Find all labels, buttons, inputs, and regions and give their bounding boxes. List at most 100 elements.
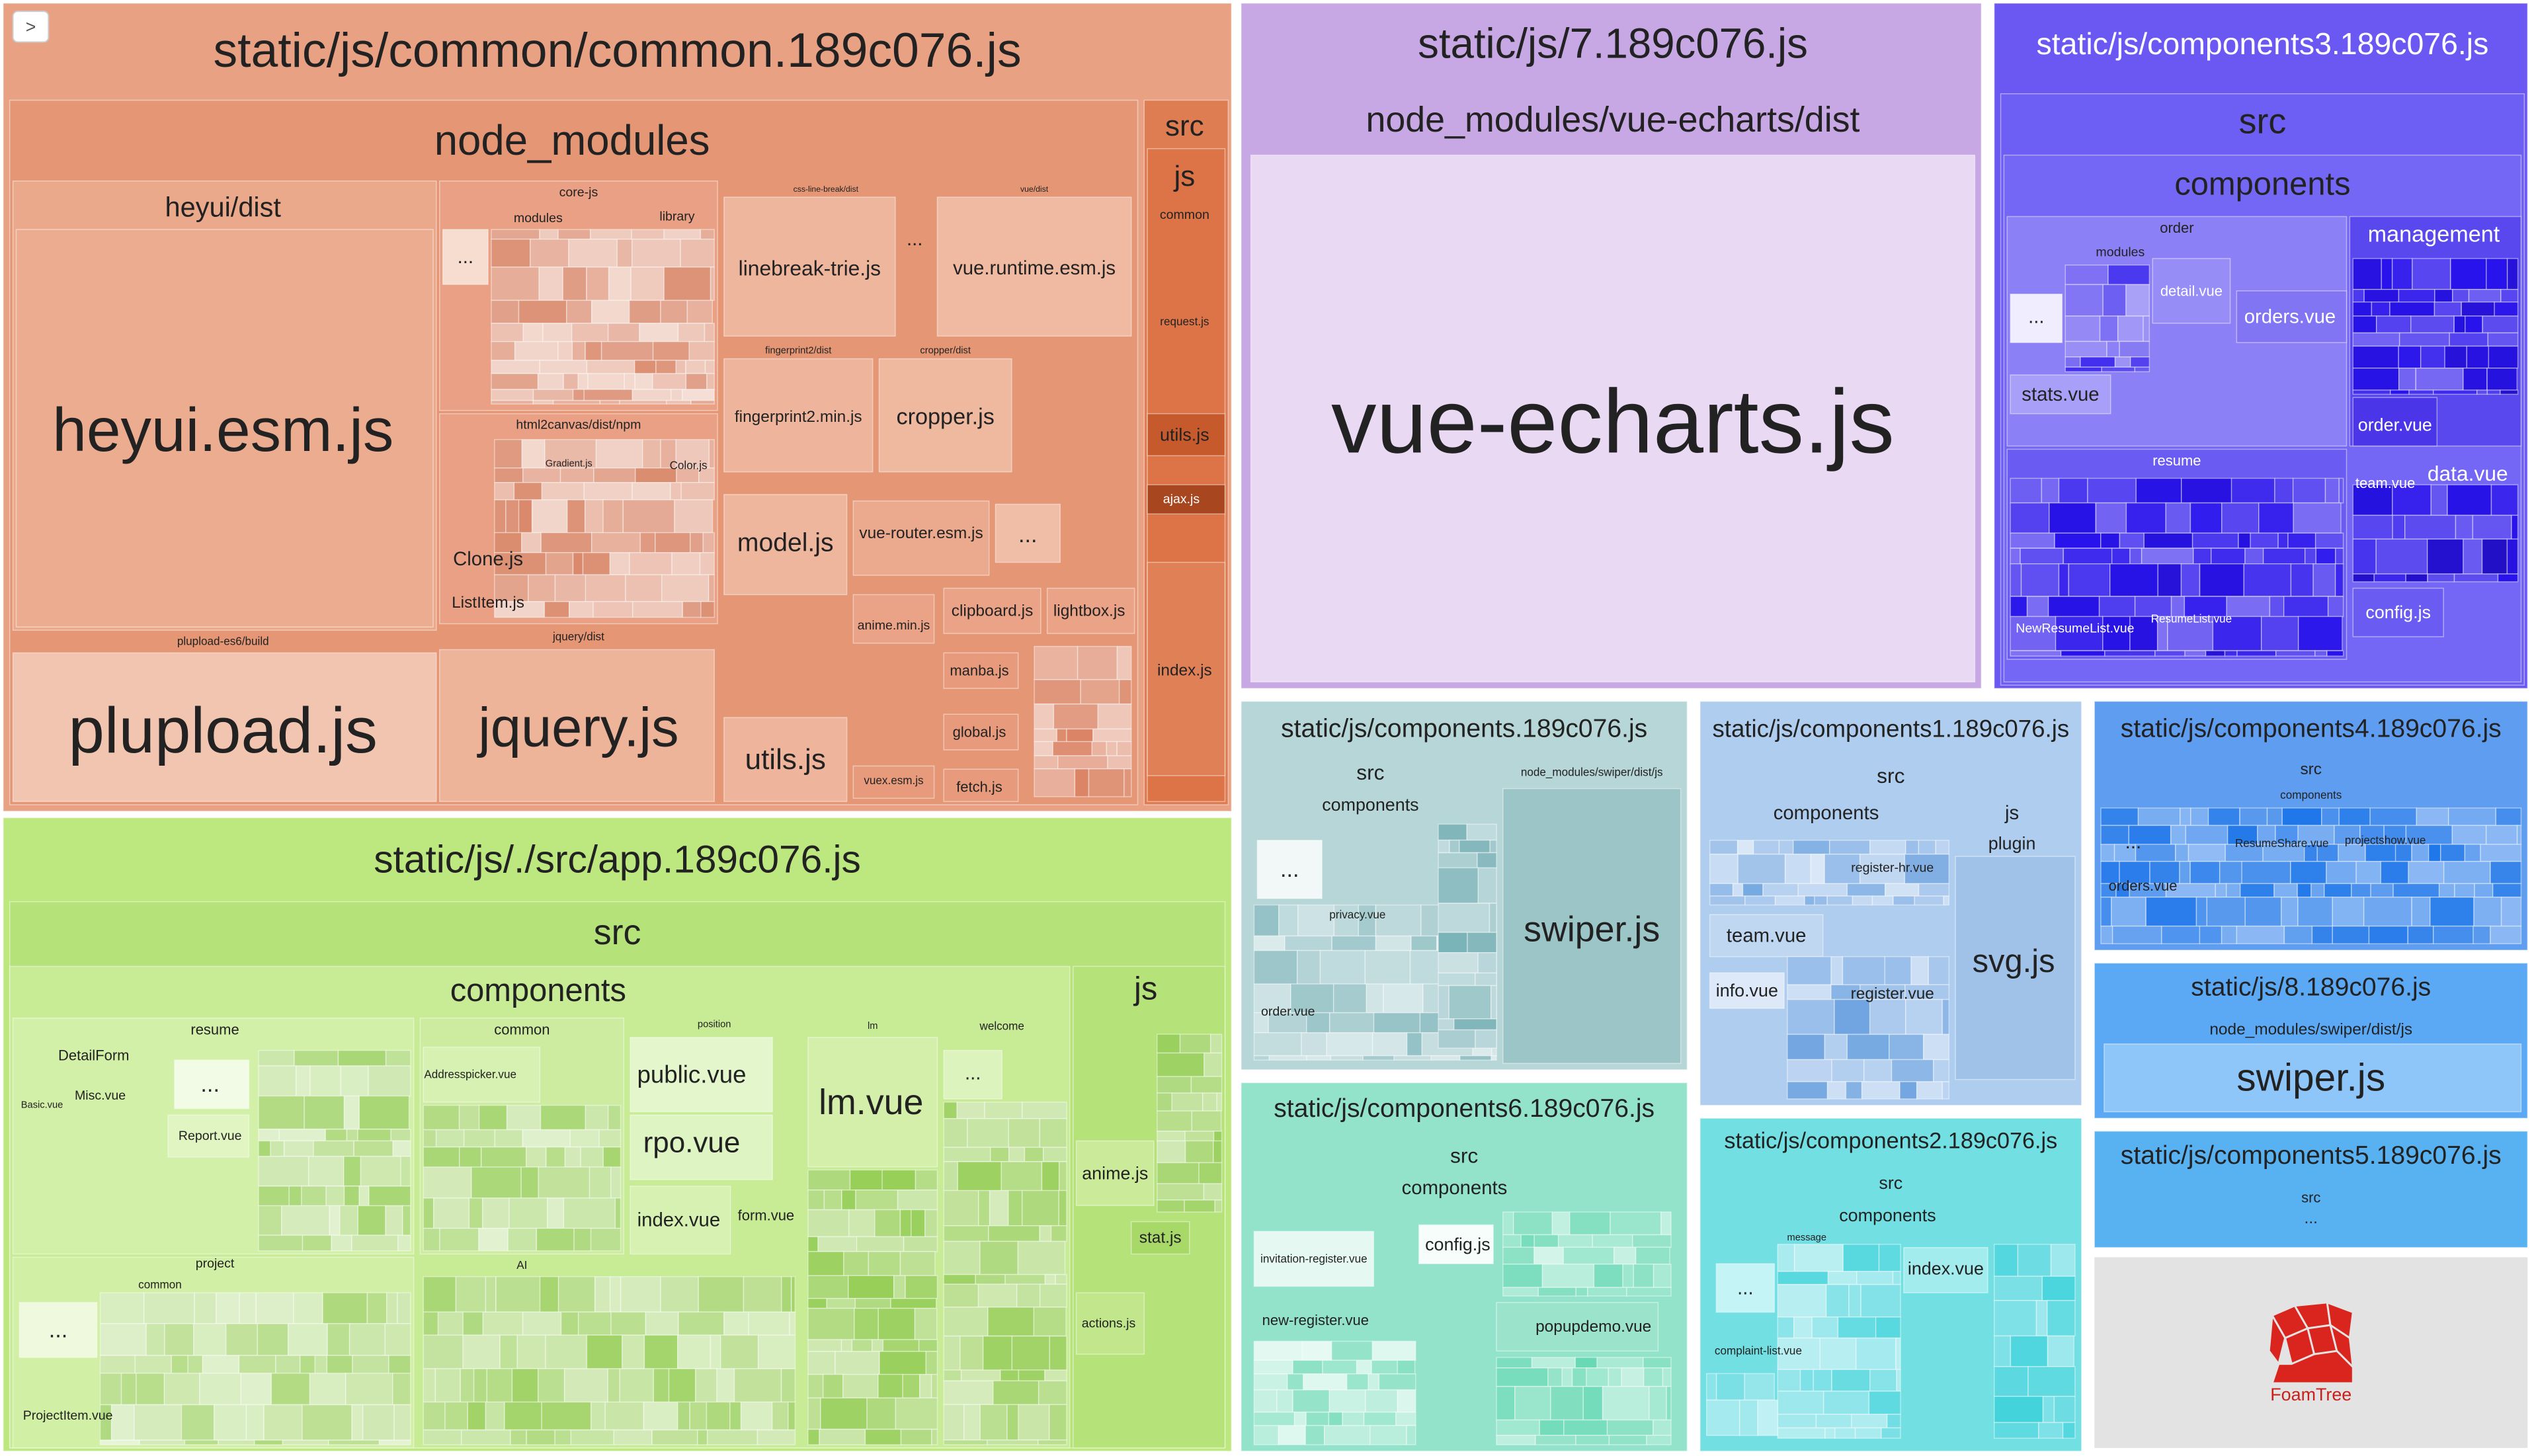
- module-cell: [604, 1401, 645, 1431]
- foamtree-logo: [2268, 1301, 2355, 1385]
- module-cell: [1563, 1419, 1608, 1436]
- module-cell: [439, 1227, 479, 1252]
- module-cell: [2161, 925, 2201, 945]
- module-cell: [1787, 1081, 1828, 1100]
- module-cell: [2068, 563, 2111, 597]
- module-cell: [1491, 1055, 1497, 1061]
- module-cell: [2447, 807, 2497, 827]
- module-cell: [1157, 1092, 1173, 1112]
- module-cell: [987, 1307, 1035, 1337]
- module-cell: [943, 1190, 979, 1227]
- cell-label: src: [1165, 110, 1204, 142]
- module-cell: [1017, 1240, 1066, 1275]
- module-cell: [1632, 1234, 1672, 1248]
- module-cell: [1744, 895, 1776, 906]
- cell-label: ...: [1018, 522, 1038, 547]
- module-cell: [1777, 1427, 1826, 1439]
- module-cell: [99, 1439, 140, 1445]
- module-cell: [326, 1355, 353, 1374]
- module-cell: [1371, 1032, 1408, 1057]
- module-cell: [1066, 728, 1094, 743]
- module-cell: [982, 1335, 1013, 1371]
- cell-label: FoamTree: [2270, 1385, 2351, 1404]
- module-cell: [423, 1166, 472, 1199]
- module-cell: [423, 1227, 440, 1252]
- module-cell: [1875, 1316, 1901, 1339]
- module-cell: [2297, 883, 2312, 898]
- module-cell: [677, 323, 706, 343]
- module-cell: [1213, 1131, 1223, 1142]
- module-cell: [2461, 302, 2496, 317]
- module-cell: [1475, 1029, 1497, 1049]
- cell-label: orders.vue: [2244, 306, 2336, 328]
- module-cell: [2221, 925, 2238, 945]
- module-cell: [384, 1323, 411, 1356]
- treemap-cell: [1130, 1221, 1190, 1255]
- module-cell: [530, 238, 569, 268]
- cell-label: static/js/components4.189c076.js: [2121, 715, 2502, 743]
- module-cell: [325, 1186, 345, 1207]
- module-cell: [1757, 1399, 1778, 1436]
- module-cell: [1496, 1357, 1533, 1369]
- module-cell: [2292, 477, 2326, 504]
- module-cell: [2191, 532, 2239, 549]
- module-cell: [700, 229, 715, 240]
- cell-label: public.vue: [637, 1061, 746, 1088]
- module-cell: [2180, 563, 2201, 597]
- module-cell: [1574, 1357, 1598, 1369]
- module-cell: [680, 238, 715, 268]
- module-cell: [2449, 332, 2489, 347]
- sidebar-toggle[interactable]: [12, 11, 50, 43]
- module-cell: [1886, 1414, 1901, 1429]
- module-cell: [2415, 367, 2464, 391]
- module-cell: [2137, 807, 2181, 827]
- module-cell: [2500, 897, 2522, 927]
- module-cell: [511, 1368, 539, 1403]
- module-cell: [1041, 1161, 1060, 1192]
- module-cell: [1118, 679, 1132, 705]
- module-cell: [1204, 1052, 1223, 1077]
- sidebar-toggle-icon[interactable]: >: [26, 17, 36, 36]
- module-cell: [1184, 1199, 1216, 1213]
- cell-label: src: [2301, 1189, 2320, 1205]
- module-cell: [2369, 807, 2418, 827]
- module-cell: [2352, 345, 2399, 369]
- cell-label: request.js: [1160, 315, 1209, 328]
- module-cell: [695, 1368, 717, 1403]
- module-cell: [2230, 477, 2275, 504]
- module-cell: [1358, 904, 1376, 937]
- module-cell: [943, 1439, 988, 1445]
- module-cell: [541, 482, 585, 501]
- treemap-cell: [943, 768, 1019, 802]
- module-cell: [325, 1129, 348, 1142]
- module-cell: [2087, 477, 2137, 504]
- module-cell: [2487, 332, 2519, 347]
- module-cell: [1044, 1274, 1056, 1285]
- module-cell: [1520, 1234, 1535, 1248]
- cell-label: js: [1172, 160, 1195, 192]
- module-cell: [1863, 1059, 1893, 1082]
- module-cell: [2332, 925, 2370, 945]
- module-cell: [2281, 897, 2299, 927]
- cell-label: ...: [1737, 1277, 1753, 1299]
- module-cell: [1706, 1373, 1717, 1401]
- module-cell: [1000, 1369, 1020, 1382]
- module-cell: [145, 1323, 165, 1356]
- module-cell: [1899, 1081, 1918, 1100]
- module-cell: [1826, 895, 1854, 906]
- module-cell: [1834, 998, 1871, 1035]
- module-cell: [2047, 596, 2100, 618]
- module-cell: [557, 341, 573, 361]
- module-cell: [2433, 302, 2462, 317]
- module-cell: [1610, 1211, 1662, 1236]
- module-cell: [710, 266, 715, 302]
- cell-label: lm.vue: [819, 1082, 923, 1122]
- module-cell: [1216, 1092, 1223, 1112]
- module-cell: [2411, 844, 2430, 862]
- module-cell: [1371, 1359, 1399, 1375]
- module-cell: [2465, 315, 2483, 334]
- module-cell: [2355, 861, 2382, 885]
- module-cell: [2381, 258, 2393, 290]
- module-cell: [2389, 302, 2435, 317]
- module-cell: [1787, 1059, 1832, 1082]
